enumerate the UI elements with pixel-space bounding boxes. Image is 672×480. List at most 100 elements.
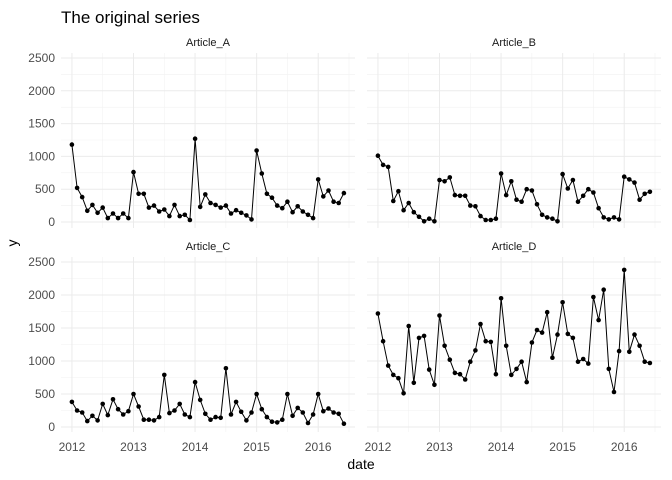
panel-article_c: Article_C 0 500 1000 1500 2000 2500 2012 2013 201… <box>28 241 355 454</box>
data-point <box>244 418 249 423</box>
data-point <box>447 357 453 363</box>
data-point <box>177 213 182 219</box>
data-point <box>285 391 290 397</box>
data-point <box>192 379 198 385</box>
facet-strip-label: Article_D <box>492 241 537 253</box>
data-point <box>647 189 653 195</box>
data-point <box>534 202 540 207</box>
data-point <box>115 406 121 412</box>
data-point <box>90 413 95 419</box>
data-point <box>601 287 606 293</box>
series-line-article_d <box>377 269 651 394</box>
data-point <box>295 204 301 209</box>
data-point <box>391 372 396 378</box>
data-point <box>385 164 391 170</box>
facet-panels: Article_A 0 500 1000 1500 2000 2500 Article_B Ar… <box>28 37 661 454</box>
data-point <box>493 216 499 221</box>
data-point <box>85 208 90 214</box>
data-point <box>380 338 386 344</box>
data-point <box>213 202 218 208</box>
data-point <box>478 321 483 327</box>
series-line-article_b <box>377 155 651 223</box>
data-point <box>416 214 422 220</box>
data-point <box>555 219 560 224</box>
data-point <box>305 420 311 426</box>
data-point <box>539 212 545 218</box>
data-point <box>264 414 270 420</box>
data-point <box>74 408 80 413</box>
data-point <box>426 216 432 221</box>
data-point <box>565 186 571 191</box>
data-point <box>478 213 483 219</box>
y-tick-label: 0 <box>48 215 55 229</box>
data-point <box>141 191 147 197</box>
data-point <box>223 366 229 371</box>
data-point <box>462 377 468 382</box>
data-point <box>146 205 152 210</box>
data-point <box>218 205 223 210</box>
data-point <box>416 335 422 341</box>
data-point <box>254 391 259 397</box>
data-point <box>555 332 560 337</box>
data-point <box>151 203 157 208</box>
data-point <box>100 205 105 210</box>
data-point <box>560 300 565 305</box>
data-point <box>156 209 162 214</box>
data-point <box>534 327 540 333</box>
data-point <box>457 371 463 377</box>
data-point <box>642 191 647 197</box>
data-point <box>136 191 141 197</box>
data-point <box>442 179 447 184</box>
data-point <box>254 148 259 153</box>
data-point <box>238 210 244 216</box>
data-point <box>432 382 437 388</box>
data-point <box>570 177 576 183</box>
data-point <box>110 211 116 216</box>
data-point <box>632 332 637 337</box>
y-axis-title: y <box>4 240 20 247</box>
y-tick-label: 2500 <box>28 255 55 269</box>
data-point <box>238 409 244 415</box>
data-point <box>539 330 545 335</box>
data-point <box>411 209 417 215</box>
x-tick-label: 2016 <box>611 440 638 454</box>
data-point <box>401 207 406 213</box>
data-point <box>249 217 254 222</box>
data-point <box>290 209 295 215</box>
data-point <box>591 190 596 195</box>
data-point <box>560 171 565 177</box>
data-point <box>437 177 442 183</box>
data-point <box>375 311 381 316</box>
data-point <box>136 404 141 409</box>
data-point <box>616 217 622 222</box>
data-point <box>105 215 111 221</box>
data-point <box>406 200 412 206</box>
data-point <box>462 193 468 199</box>
data-point <box>213 414 218 420</box>
data-point <box>580 356 586 362</box>
data-point <box>442 343 447 349</box>
data-point <box>606 366 612 372</box>
data-point <box>233 399 239 405</box>
data-point <box>156 414 162 420</box>
x-tick-label: 2014 <box>488 440 515 454</box>
series-line-article_a <box>71 138 345 222</box>
data-point <box>503 192 509 198</box>
data-point <box>529 188 535 193</box>
data-point <box>326 406 331 411</box>
data-point <box>550 355 555 361</box>
data-point <box>396 375 401 381</box>
data-point <box>580 193 586 199</box>
data-point <box>85 418 90 424</box>
data-point <box>519 359 524 365</box>
data-point <box>432 219 437 224</box>
data-point <box>115 215 121 221</box>
data-point <box>637 197 642 202</box>
facet-strip-label: Article_A <box>186 37 231 49</box>
panel-article_d: Article_D 2012 2013 2014 2015 2016 <box>365 241 661 454</box>
y-tick-label: 0 <box>48 420 55 434</box>
data-point <box>550 216 555 221</box>
chart-title: The original series <box>61 8 200 27</box>
data-point <box>274 203 280 208</box>
